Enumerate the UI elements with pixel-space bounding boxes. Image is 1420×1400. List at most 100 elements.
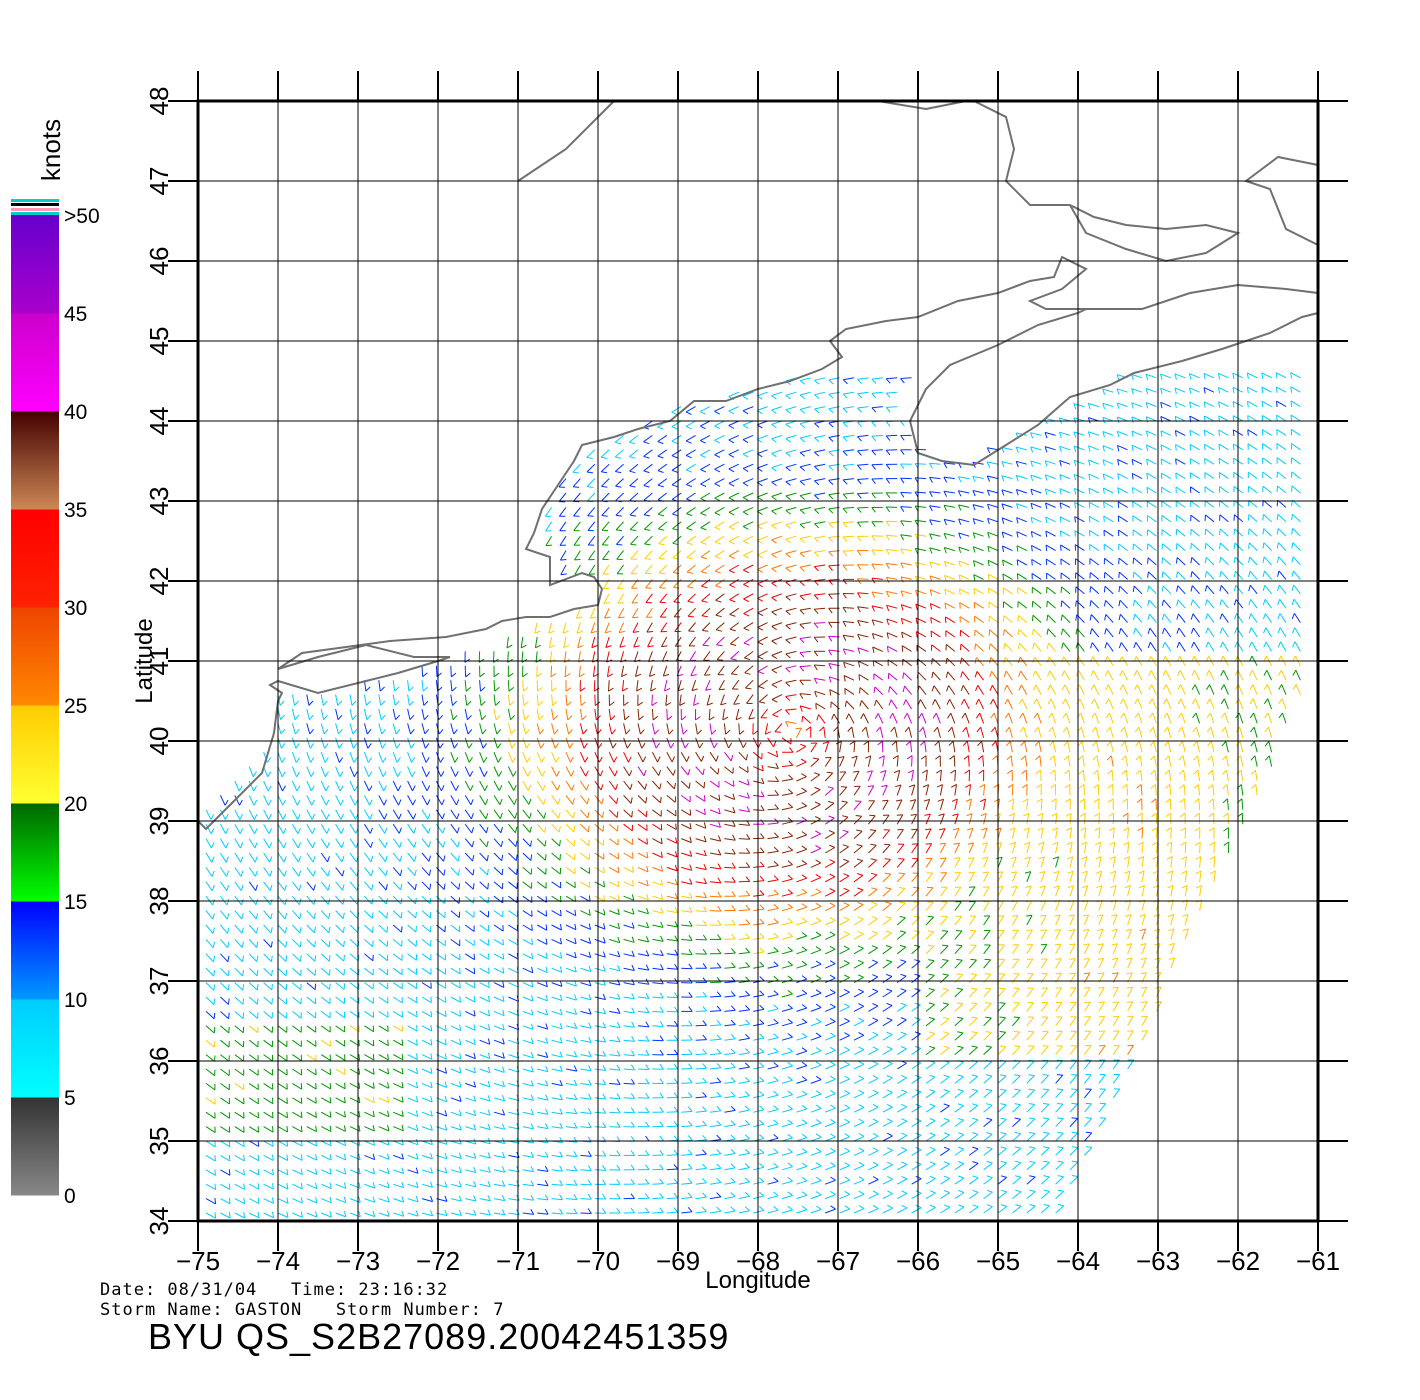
- wind-barb-flag: [1021, 783, 1028, 789]
- wind-barb-flag: [1066, 827, 1072, 831]
- wind-barb-flag: [1178, 769, 1184, 775]
- wind-barb-flag: [702, 1192, 707, 1198]
- wind-barb: [594, 895, 605, 902]
- wind-barb-flag: [730, 1105, 736, 1111]
- wind-barb-flag: [716, 1077, 722, 1083]
- wind-barb: [1155, 827, 1158, 839]
- wind-barb: [810, 1122, 822, 1128]
- wind-barb-flag: [1094, 812, 1100, 817]
- wind-barb: [277, 1054, 288, 1062]
- wind-barb-flag: [972, 1117, 979, 1121]
- wind-barb-flag: [728, 742, 733, 749]
- wind-barb: [978, 698, 985, 710]
- wind-barb-flag: [801, 1018, 808, 1023]
- wind-barb-flag: [773, 1119, 779, 1125]
- wind-barb: [781, 1036, 793, 1041]
- wind-barb-flag: [1083, 943, 1090, 946]
- wind-barb-flag: [814, 786, 821, 791]
- wind-barb: [464, 996, 476, 1003]
- wind-barb: [407, 1169, 419, 1174]
- wind-barb-flag: [878, 755, 885, 759]
- wind-barb-flag: [428, 855, 431, 862]
- wind-barb: [565, 1198, 578, 1200]
- wind-barb-flag: [558, 826, 561, 833]
- wind-barb: [925, 1018, 936, 1027]
- wind-barb-flag: [668, 729, 674, 735]
- wind-barb-flag: [343, 1210, 347, 1218]
- wind-barb: [767, 1152, 779, 1156]
- wind-barb-flag: [502, 1095, 506, 1102]
- wind-barb-flag: [414, 883, 417, 890]
- wind-barb-flag: [459, 1067, 462, 1074]
- wind-barb: [810, 742, 818, 753]
- wind-barb-flag: [717, 905, 722, 912]
- wind-barb-flag: [829, 873, 836, 878]
- wind-barb-flag: [1207, 784, 1214, 789]
- wind-barb: [679, 694, 682, 706]
- wind-barb-flag: [588, 937, 592, 944]
- wind-barb: [911, 989, 921, 998]
- wind-barb-flag: [1180, 812, 1186, 818]
- wind-barb-flag: [1057, 1189, 1064, 1192]
- wind-barb: [818, 714, 826, 724]
- wind-barb: [536, 737, 542, 749]
- wind-barb-flag: [1018, 698, 1023, 705]
- wind-barb-flag: [1047, 698, 1052, 705]
- wind-barb: [335, 1140, 346, 1147]
- wind-barb-flag: [905, 740, 911, 746]
- wind-barb: [1038, 741, 1042, 753]
- wind-barb: [248, 1169, 260, 1176]
- wind-barb-flag: [573, 826, 576, 833]
- wind-barb: [997, 1119, 1007, 1127]
- wind-barb: [810, 1151, 822, 1156]
- wind-barb: [735, 708, 740, 720]
- wind-barb: [263, 780, 269, 792]
- wind-barb: [580, 1169, 592, 1172]
- wind-barb-flag: [1125, 928, 1132, 932]
- wind-barb-flag: [602, 811, 604, 818]
- wind-barb-flag: [470, 799, 474, 805]
- wind-barb: [1012, 1104, 1021, 1113]
- wind-barb-flag: [471, 827, 475, 834]
- wind-barb: [753, 865, 765, 868]
- wind-barb: [580, 881, 591, 888]
- wind-barb-flag: [241, 913, 244, 920]
- wind-barb: [551, 1097, 563, 1101]
- wind-barbs-layer: [205, 372, 1301, 1219]
- wind-barb-flag: [801, 1032, 808, 1038]
- wind-barb-flag: [871, 887, 878, 890]
- wind-barb-flag: [1264, 712, 1269, 719]
- wind-barb: [335, 852, 343, 863]
- wind-barb: [1095, 741, 1100, 753]
- wind-barb-flag: [514, 812, 518, 819]
- wind-barb-flag: [702, 1134, 707, 1141]
- wind-barb-flag: [556, 770, 560, 777]
- wind-barb: [450, 708, 454, 720]
- wind-barb-flag: [966, 813, 973, 817]
- wind-barb: [681, 938, 693, 941]
- wind-barb-flag: [884, 858, 891, 860]
- wind-barb-flag: [773, 1134, 779, 1139]
- wind-barb: [248, 953, 258, 963]
- wind-barb-flag: [871, 945, 878, 949]
- wind-barb-flag: [544, 826, 547, 833]
- wind-barb-flag: [773, 1047, 779, 1053]
- wind-barb-flag: [800, 758, 807, 763]
- wind-barb-flag: [688, 1077, 693, 1084]
- wind-barb: [1012, 1060, 1021, 1070]
- wind-barb: [537, 1212, 549, 1215]
- wind-barb: [695, 1082, 707, 1084]
- wind-barb-flag: [471, 841, 475, 848]
- wind-barb-flag: [953, 842, 960, 845]
- wind-barb-flag: [484, 784, 488, 791]
- wind-barb: [1067, 741, 1071, 753]
- wind-barb-flag: [1220, 712, 1226, 719]
- wind-barb-flag: [943, 1074, 950, 1078]
- wind-barb: [1141, 856, 1145, 868]
- wind-barb: [753, 1023, 765, 1027]
- wind-barb: [1112, 842, 1116, 854]
- wind-barb-flag: [717, 877, 722, 884]
- wind-barb: [896, 1135, 908, 1142]
- wind-barb-flag: [1036, 798, 1043, 803]
- wind-barb-flag: [759, 890, 765, 896]
